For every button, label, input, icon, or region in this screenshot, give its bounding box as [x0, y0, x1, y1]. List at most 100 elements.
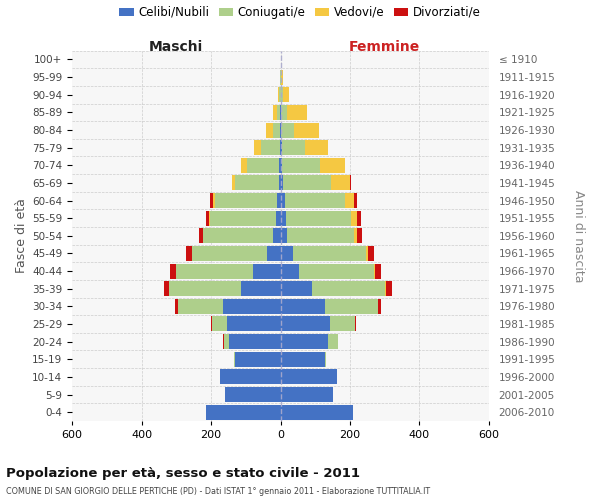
Bar [283, 176, 331, 190]
Bar [273, 228, 281, 244]
Bar [286, 210, 351, 226]
Bar [272, 105, 277, 120]
Text: Maschi: Maschi [149, 40, 203, 54]
Bar [281, 158, 282, 173]
Bar [366, 246, 368, 261]
Bar [350, 176, 351, 190]
Bar [212, 316, 227, 332]
Bar [282, 158, 320, 173]
Bar [355, 316, 356, 332]
Bar [281, 352, 325, 366]
Bar [357, 228, 362, 244]
Bar [287, 105, 307, 120]
Bar [281, 140, 305, 155]
Bar [325, 352, 326, 366]
Bar [281, 228, 287, 244]
Bar [232, 176, 235, 190]
Bar [281, 387, 333, 402]
Bar [281, 70, 283, 84]
Bar [357, 210, 361, 226]
Bar [355, 193, 357, 208]
Bar [211, 316, 212, 332]
Text: COMUNE DI SAN GIORGIO DELLE PERTICHE (PD) - Dati ISTAT 1° gennaio 2011 - Elabora: COMUNE DI SAN GIORGIO DELLE PERTICHE (PD… [6, 488, 430, 496]
Bar [235, 352, 281, 366]
Bar [164, 281, 169, 296]
Legend: Celibi/Nubili, Coniugati/e, Vedovi/e, Divorziati/e: Celibi/Nubili, Coniugati/e, Vedovi/e, Di… [119, 6, 481, 19]
Bar [169, 281, 241, 296]
Bar [281, 105, 287, 120]
Bar [247, 158, 279, 173]
Bar [253, 264, 281, 278]
Bar [224, 334, 229, 349]
Text: Popolazione per età, sesso e stato civile - 2011: Popolazione per età, sesso e stato civil… [6, 468, 360, 480]
Bar [220, 370, 281, 384]
Bar [330, 316, 355, 332]
Bar [287, 228, 354, 244]
Bar [225, 387, 281, 402]
Bar [281, 404, 353, 419]
Bar [281, 334, 328, 349]
Bar [227, 316, 281, 332]
Bar [375, 264, 380, 278]
Bar [277, 105, 280, 120]
Bar [312, 281, 385, 296]
Bar [281, 210, 286, 226]
Bar [378, 299, 381, 314]
Bar [293, 246, 366, 261]
Bar [206, 404, 281, 419]
Bar [281, 122, 295, 138]
Bar [368, 246, 374, 261]
Bar [281, 246, 293, 261]
Bar [241, 281, 281, 296]
Bar [178, 299, 223, 314]
Bar [210, 210, 276, 226]
Bar [175, 299, 178, 314]
Bar [266, 122, 272, 138]
Bar [354, 228, 357, 244]
Bar [261, 140, 280, 155]
Text: Femmine: Femmine [349, 40, 421, 54]
Bar [328, 334, 338, 349]
Bar [386, 281, 392, 296]
Bar [235, 176, 279, 190]
Bar [199, 228, 203, 244]
Bar [176, 264, 253, 278]
Bar [276, 210, 281, 226]
Bar [281, 264, 299, 278]
Bar [213, 193, 215, 208]
Bar [284, 193, 345, 208]
Bar [209, 210, 210, 226]
Bar [281, 193, 284, 208]
Bar [279, 158, 281, 173]
Bar [283, 88, 289, 102]
Bar [295, 122, 319, 138]
Bar [278, 88, 280, 102]
Bar [279, 176, 281, 190]
Bar [320, 158, 345, 173]
Bar [223, 299, 281, 314]
Bar [351, 210, 357, 226]
Bar [331, 176, 350, 190]
Bar [266, 246, 281, 261]
Bar [281, 370, 337, 384]
Bar [281, 316, 330, 332]
Bar [280, 140, 281, 155]
Bar [192, 246, 266, 261]
Bar [210, 193, 213, 208]
Bar [299, 264, 374, 278]
Bar [374, 264, 375, 278]
Bar [215, 193, 277, 208]
Bar [254, 140, 261, 155]
Bar [280, 88, 281, 102]
Y-axis label: Anni di nascita: Anni di nascita [572, 190, 585, 282]
Bar [345, 158, 346, 173]
Y-axis label: Fasce di età: Fasce di età [15, 198, 28, 274]
Bar [272, 122, 280, 138]
Bar [170, 264, 176, 278]
Bar [229, 334, 281, 349]
Bar [281, 299, 325, 314]
Bar [203, 228, 273, 244]
Bar [277, 193, 281, 208]
Bar [241, 158, 247, 173]
Bar [281, 176, 283, 190]
